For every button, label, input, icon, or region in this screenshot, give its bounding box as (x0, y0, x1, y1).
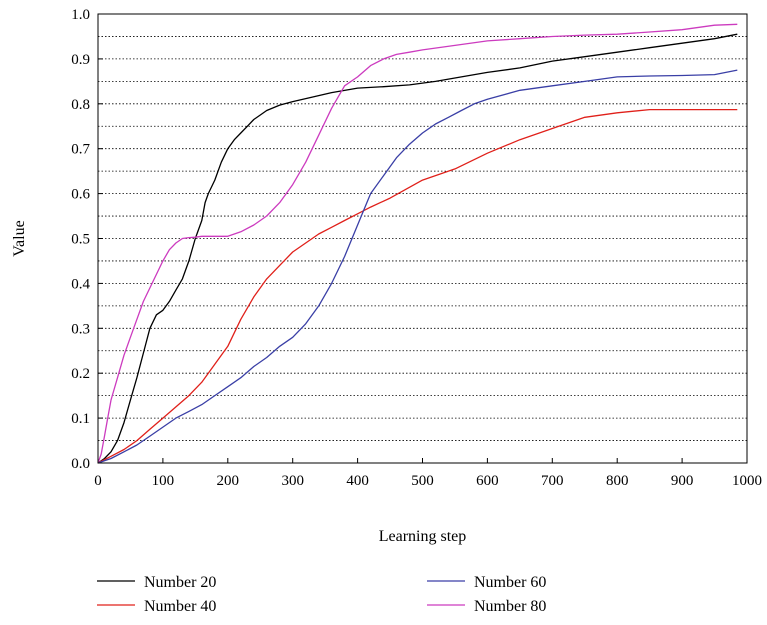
y-tick-label: 0.2 (71, 366, 90, 382)
legend-label: Number 40 (144, 598, 216, 615)
x-tick-label: 600 (476, 473, 499, 489)
x-tick-label: 500 (411, 473, 434, 489)
x-tick-label: 100 (152, 473, 175, 489)
legend-label: Number 80 (474, 598, 546, 615)
legend-label: Number 60 (474, 574, 546, 591)
y-tick-label: 1.0 (71, 7, 90, 23)
y-tick-label: 0.9 (71, 52, 90, 68)
x-tick-label: 900 (671, 473, 694, 489)
x-axis-title: Learning step (379, 528, 467, 545)
x-tick-label: 400 (346, 473, 369, 489)
series-line-2 (97, 108, 738, 464)
y-tick-label: 0.8 (71, 97, 90, 113)
y-tick-label: 0.3 (71, 321, 90, 337)
x-tick-label: 300 (281, 473, 304, 489)
series-line-3 (97, 69, 738, 464)
y-tick-label: 0.6 (71, 187, 90, 203)
x-tick-label: 0 (94, 473, 102, 489)
x-tick-label: 200 (217, 473, 240, 489)
y-tick-label: 0.7 (71, 142, 90, 158)
y-tick-label: 0.4 (71, 276, 90, 292)
series-line-1 (97, 33, 738, 464)
y-tick-label: 0.1 (71, 411, 90, 427)
y-axis-title: Value (11, 220, 28, 256)
legend: Number 20 Number 40 Number 60 Number 80 (97, 574, 546, 615)
series-line-4 (97, 23, 738, 464)
x-tick-label: 700 (541, 473, 564, 489)
y-tick-label: 0.0 (71, 456, 90, 472)
x-tick-label: 1000 (732, 473, 762, 489)
legend-label: Number 20 (144, 574, 216, 591)
x-tick-label: 800 (606, 473, 629, 489)
series-lines (97, 23, 738, 464)
y-tick-label: 0.5 (71, 232, 90, 248)
axis-ticks: 0.0 0.1 0.2 0.3 0.4 0.5 0.6 0.7 0.8 0.9 1.0 0 100 200… (71, 7, 762, 489)
